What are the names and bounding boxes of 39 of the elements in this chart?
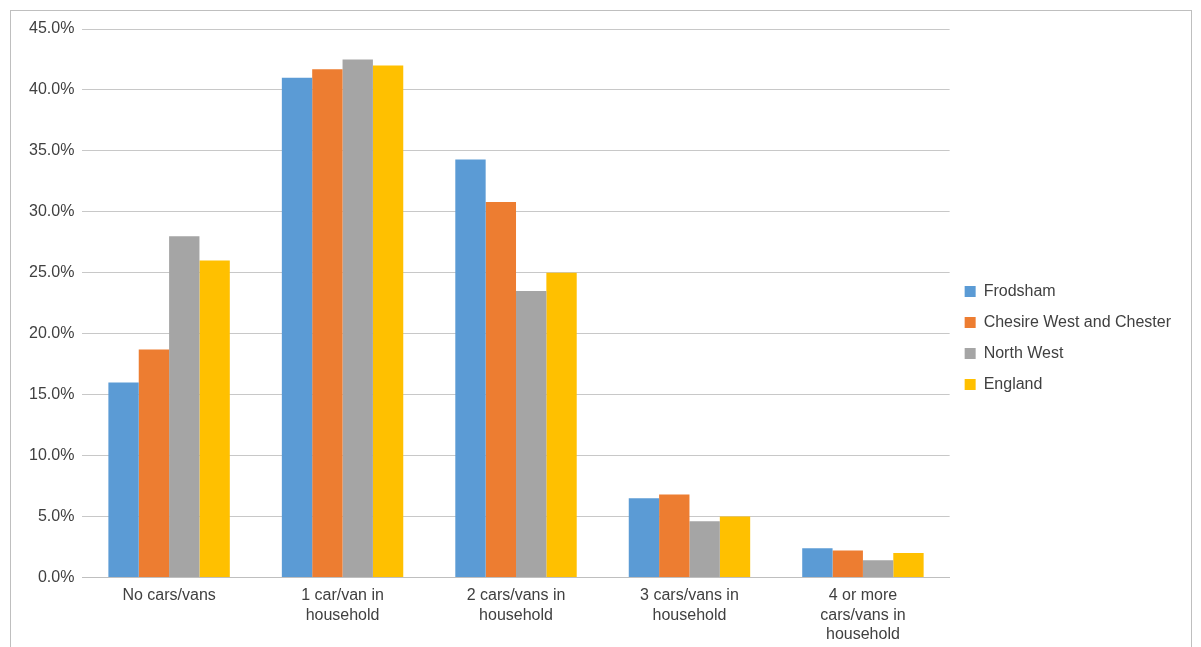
y-tick-label: 5.0% bbox=[37, 506, 75, 524]
y-tick-label: 25.0% bbox=[28, 263, 75, 281]
y-tick-label: 20.0% bbox=[28, 324, 75, 342]
bar bbox=[342, 59, 373, 577]
bar bbox=[546, 272, 577, 577]
y-tick-label: 30.0% bbox=[28, 202, 75, 220]
bar bbox=[281, 77, 313, 577]
bar bbox=[372, 65, 404, 577]
bar bbox=[169, 236, 200, 577]
y-tick-label: 15.0% bbox=[28, 385, 75, 403]
legend-label: Chesire West and Chester bbox=[983, 312, 1172, 330]
bar bbox=[138, 349, 170, 577]
y-tick-label: 40.0% bbox=[28, 80, 75, 98]
x-tick-label: 3 cars/vans in household bbox=[640, 586, 739, 623]
bar bbox=[862, 560, 894, 577]
y-tick-label: 45.0% bbox=[28, 19, 75, 37]
legend-label: England bbox=[983, 374, 1043, 392]
x-tick-label: No cars/vans bbox=[122, 586, 216, 604]
bar bbox=[455, 159, 486, 577]
y-tick-label: 0.0% bbox=[37, 567, 75, 585]
bar bbox=[108, 382, 139, 577]
bar bbox=[689, 521, 720, 577]
bar bbox=[628, 498, 660, 577]
x-tick-label: 4 or more cars/vans in household bbox=[820, 586, 906, 642]
legend-label: North West bbox=[983, 343, 1064, 361]
y-tick-label: 35.0% bbox=[28, 141, 75, 159]
bar bbox=[485, 202, 517, 577]
bar bbox=[659, 494, 690, 577]
x-tick-label: 2 cars/vans in household bbox=[466, 586, 566, 623]
legend-label: Frodsham bbox=[983, 281, 1056, 299]
bar bbox=[312, 69, 343, 577]
bar bbox=[893, 553, 924, 577]
x-tick-label: 1 car/van in household bbox=[301, 586, 384, 623]
bar bbox=[719, 516, 751, 577]
bar bbox=[516, 291, 547, 577]
bar bbox=[199, 260, 230, 577]
bar bbox=[832, 550, 863, 577]
bar bbox=[802, 548, 833, 577]
y-tick-label: 10.0% bbox=[28, 445, 75, 463]
